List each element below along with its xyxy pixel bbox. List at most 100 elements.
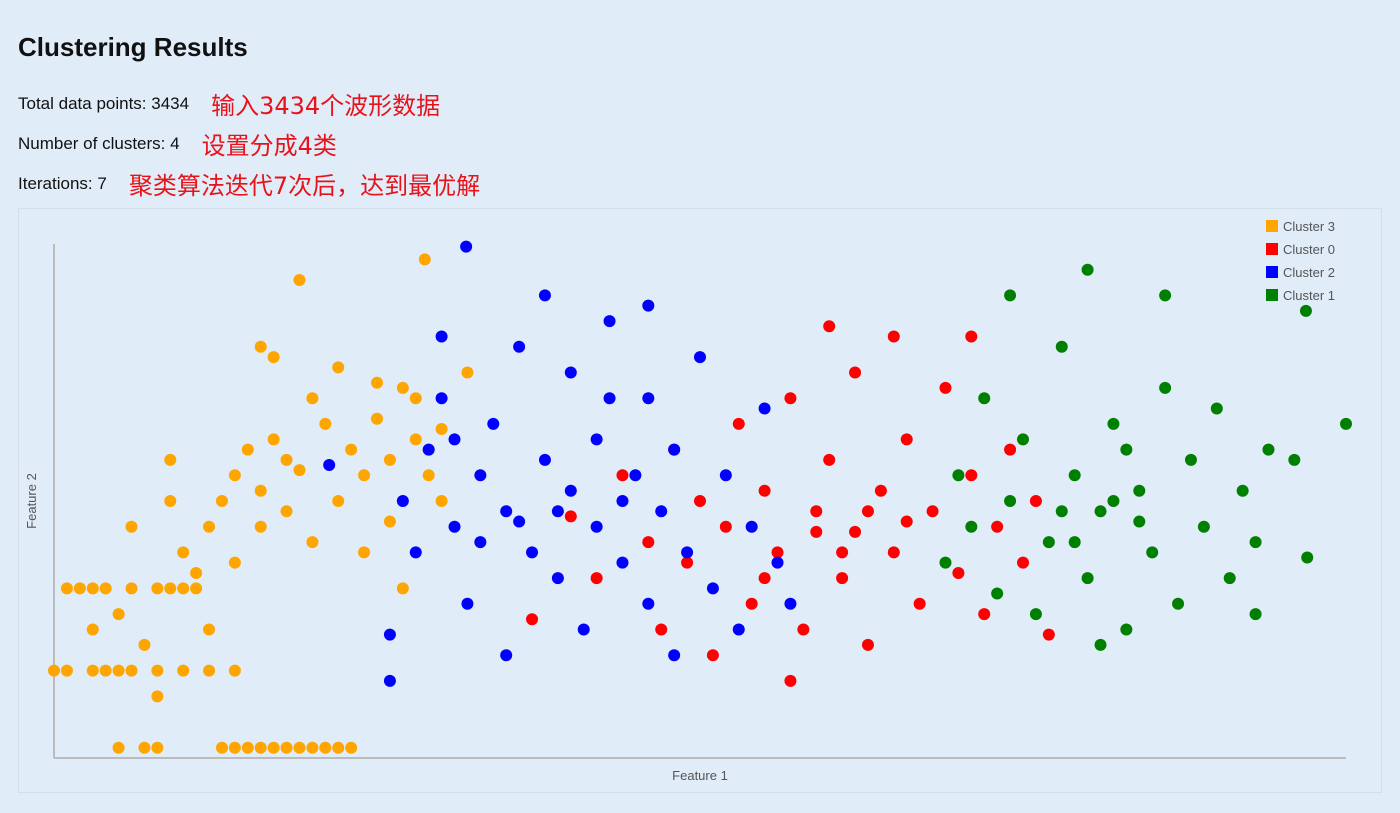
point [1017, 433, 1029, 446]
point [371, 412, 383, 425]
point [1159, 289, 1172, 302]
chart: Feature 1 Feature 2 Cluster 3 Cluster 0 Clus… [18, 208, 1382, 793]
point [719, 469, 732, 482]
point [551, 572, 564, 585]
point [371, 376, 383, 389]
point [448, 520, 461, 533]
point [991, 587, 1004, 600]
point [1146, 546, 1159, 559]
point [538, 453, 551, 466]
point [732, 623, 745, 636]
point [332, 741, 345, 754]
point [861, 505, 874, 518]
point [1249, 608, 1262, 621]
point [358, 546, 371, 559]
point [913, 597, 926, 610]
point [577, 623, 590, 636]
point [306, 536, 319, 549]
point [460, 240, 473, 253]
point [1068, 536, 1081, 549]
x-axis-label: Feature 1 [672, 768, 728, 783]
point [1107, 495, 1120, 507]
point [164, 582, 177, 595]
point [1004, 495, 1017, 507]
point [694, 351, 706, 364]
point [112, 608, 125, 621]
point [836, 546, 849, 559]
point [1299, 304, 1312, 317]
point [939, 556, 952, 569]
point [978, 392, 991, 405]
point [422, 443, 435, 456]
point [474, 469, 487, 482]
point [435, 423, 448, 436]
point [125, 664, 138, 677]
point [383, 515, 396, 528]
point [418, 253, 431, 266]
stat-label: Number of clusters: [18, 133, 166, 153]
point [1120, 443, 1133, 456]
point [319, 417, 332, 430]
point [86, 664, 99, 677]
point [513, 515, 526, 528]
point [1017, 556, 1029, 569]
point [745, 597, 758, 610]
stat-note: 聚类算法迭代7次后，达到最优解 [128, 172, 481, 200]
point [99, 582, 112, 595]
point [293, 464, 306, 477]
point [112, 741, 125, 754]
legend-swatch [1266, 289, 1278, 301]
point [526, 546, 539, 559]
point [448, 433, 461, 446]
legend-swatch [1266, 220, 1278, 232]
point [849, 525, 862, 538]
point [758, 484, 771, 497]
point [836, 572, 849, 585]
legend-label: Cluster 1 [1283, 288, 1335, 303]
point [719, 520, 732, 533]
point [810, 505, 823, 518]
point [177, 546, 190, 559]
point [590, 572, 603, 585]
stat-label: Iterations: [18, 173, 93, 193]
point [254, 520, 267, 533]
point [306, 392, 319, 405]
point [1120, 623, 1133, 636]
point [435, 330, 448, 343]
point [267, 351, 280, 364]
point [668, 443, 681, 456]
point [1055, 505, 1068, 518]
title: Clustering Results [18, 32, 248, 62]
point [681, 546, 694, 559]
point [642, 536, 655, 549]
point [151, 582, 164, 595]
point [319, 741, 332, 754]
point [435, 392, 448, 405]
point [461, 597, 474, 610]
point [125, 582, 138, 595]
point [732, 417, 745, 430]
y-axis-label: Feature 2 [24, 473, 39, 529]
point [228, 556, 241, 569]
point [1094, 638, 1107, 651]
point [887, 546, 900, 559]
point [293, 741, 306, 754]
point [564, 366, 577, 379]
point [164, 453, 177, 466]
point [1197, 520, 1210, 533]
point [332, 495, 345, 507]
point [1249, 536, 1262, 549]
point [590, 433, 603, 446]
point [1262, 443, 1275, 456]
point [409, 433, 422, 446]
point [409, 546, 422, 559]
point [435, 495, 448, 507]
point [1236, 484, 1249, 497]
point [474, 536, 487, 549]
point [500, 505, 513, 518]
point [332, 361, 345, 374]
point [280, 505, 293, 518]
point [603, 315, 616, 328]
legend-swatch [1266, 266, 1278, 278]
